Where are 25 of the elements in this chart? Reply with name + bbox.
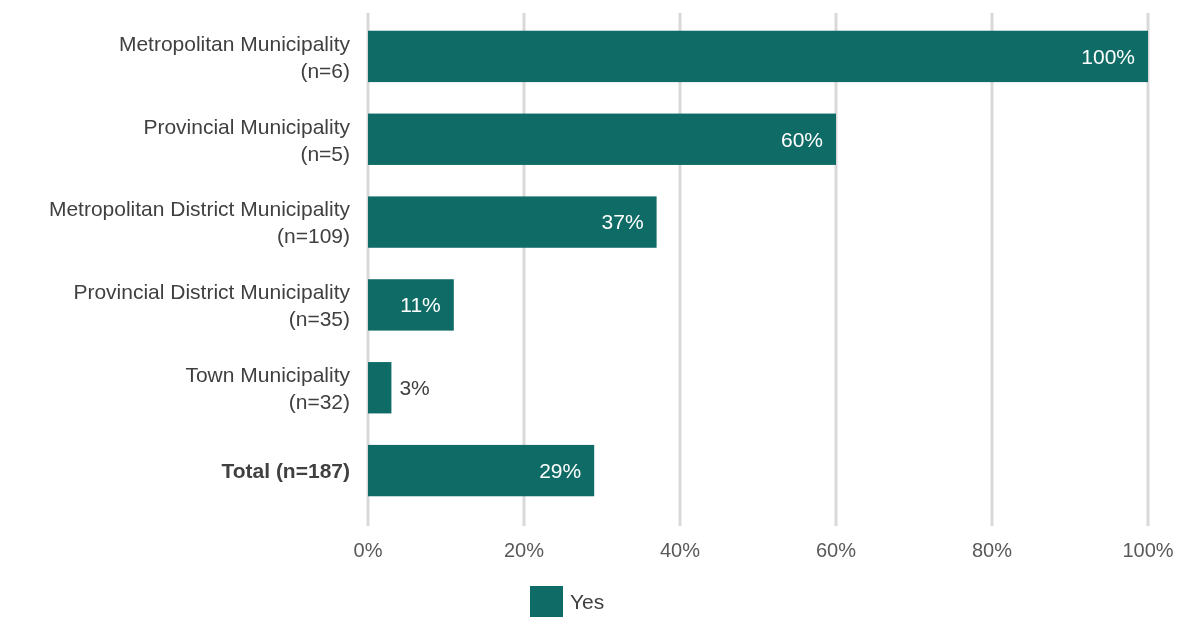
bar: [368, 362, 392, 414]
y-tick-label: Metropolitan District Municipality (n=109): [48, 197, 351, 248]
bar: [368, 444, 595, 497]
text: 11%: [400, 293, 441, 317]
bar: [368, 113, 836, 165]
text: 60%: [780, 127, 823, 151]
legend-label: Yes: [570, 590, 605, 614]
bar: [368, 30, 1148, 83]
bar: [368, 196, 657, 248]
text: 100%: [1081, 44, 1135, 68]
text: 37%: [601, 210, 644, 234]
x-tick-label: 80%: [971, 539, 1013, 561]
x-tick-label: 60%: [815, 539, 857, 561]
y-tick-label: Metropolitan Municipality (n=6): [118, 31, 351, 82]
y-tick-label: Provincial Municipality (n=5): [143, 114, 351, 165]
x-tick-label: 40%: [659, 539, 701, 561]
y-tick-label: Town Municipality (n=32): [185, 363, 351, 414]
text: 3%: [399, 376, 430, 400]
x-tick-label: 0%: [353, 539, 383, 561]
y-tick-label: Provincial District Municipality (n=35): [73, 280, 351, 331]
x-tick-label: 20%: [503, 539, 545, 561]
text: 29%: [539, 458, 582, 482]
y-tick-label: Total (n=187): [221, 458, 350, 482]
bar: [368, 279, 454, 331]
x-tick-label: 100%: [1122, 539, 1174, 561]
